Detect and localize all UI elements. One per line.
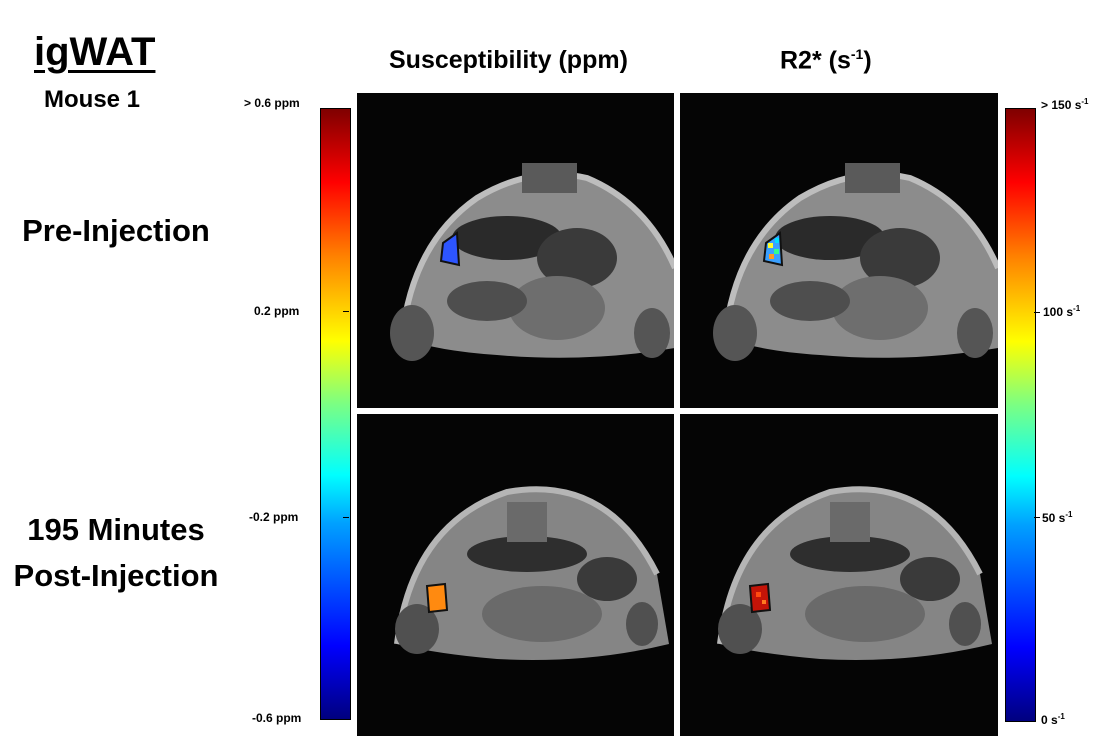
mri-image-post-r2star [717,486,992,660]
row-label-post-injection: 195 Minutes Post-Injection [0,507,232,599]
mri-leg-right [957,308,993,358]
mri-image-pre-susceptibility [390,163,674,361]
row-label-pre-injection: Pre-Injection [0,208,232,254]
mri-image-post-susceptibility [394,486,669,660]
r2star-tick-mark [1034,312,1040,313]
r2star-tick-top-exp: -1 [1081,97,1089,106]
mri-organ-mid [770,281,850,321]
susceptibility-tick-mark [343,311,349,312]
mri-image-pre-r2star [713,163,998,361]
column-header-r2star: R2* (s-1) [780,46,872,75]
r2-header-close: ) [863,46,872,75]
r2star-tick-mid-low-exp: -1 [1065,510,1073,519]
r2star-tick-top: > 150 s-1 [1041,97,1089,112]
r2-header-base: R2* (s [780,46,851,75]
roi-voxel [774,249,779,254]
susceptibility-tick-mid-low: -0.2 ppm [249,510,299,524]
mri-organ-mid [509,276,605,340]
mri-body-edge [394,486,660,645]
r2star-tick-top-base: > 150 s [1041,98,1082,112]
r2star-tick-mid-low-base: 50 s [1042,511,1066,525]
r2star-tick-bottom-exp: -1 [1057,712,1065,721]
roi-voxel [756,592,761,597]
roi-voxel [769,254,774,259]
mri-organ-dark [900,557,960,601]
roi-voxel [768,243,773,248]
mri-body-edge [717,486,983,645]
roi-voxel [762,600,766,604]
mri-panel-post-susceptibility [357,414,674,736]
roi-overlay [748,582,772,614]
r2star-tick-bottom-base: 0 s [1041,713,1058,727]
susceptibility-tick-top: > 0.6 ppm [244,96,300,110]
roi-overlay [425,582,449,614]
figure-title: igWAT [34,30,156,74]
mri-spine [830,502,870,542]
r2star-tick-mid-high-base: 100 s [1043,305,1074,319]
mri-spine [522,163,577,193]
mri-leg-left [390,305,434,361]
r2-header-exponent: -1 [850,46,864,62]
mri-leg-right [626,602,658,646]
susceptibility-colorbar [320,108,351,720]
mri-organ-dark [577,557,637,601]
mri-organ-mid [832,276,928,340]
mri-organ-dark [775,216,885,260]
row-label-post-line1: 195 Minutes [27,512,205,547]
mri-organ-mid [447,281,527,321]
mri-organ-dark [537,228,617,288]
mri-organ-dark [790,536,910,572]
susceptibility-tick-mark [343,517,349,518]
row-label-pre-text: Pre-Injection [22,213,210,248]
r2star-tick-mid-high-exp: -1 [1073,304,1081,313]
mri-panel-pre-r2star [680,93,998,408]
mri-organ-mid [805,586,925,642]
mri-organ-dark [860,228,940,288]
row-label-post-line2: Post-Injection [13,558,219,593]
column-header-susceptibility: Susceptibility (ppm) [389,46,628,74]
r2star-colorbar [1005,108,1036,722]
mri-leg-right [949,602,981,646]
mouse-label: Mouse 1 [44,86,141,113]
susceptibility-tick-bottom: -0.6 ppm [252,711,302,725]
mri-leg-left [718,604,762,654]
roi-voxel [775,238,779,243]
mri-leg-right [634,308,670,358]
r2star-tick-mid-low: 50 s-1 [1042,510,1072,525]
mri-panel-pre-susceptibility [357,93,674,408]
r2star-tick-mark [1034,517,1040,518]
susceptibility-tick-mid-high: 0.2 ppm [254,304,300,318]
mri-spine [845,163,900,193]
mri-leg-left [713,305,757,361]
mri-leg-left [395,604,439,654]
mri-organ-mid [482,586,602,642]
roi-overlay [439,231,461,267]
mri-panel-post-r2star [680,414,998,736]
r2star-tick-mid-high: 100 s-1 [1043,304,1080,319]
mri-organ-dark [452,216,562,260]
r2star-tick-bottom: 0 s-1 [1041,712,1065,727]
mri-spine [507,502,547,542]
mri-organ-dark [467,536,587,572]
